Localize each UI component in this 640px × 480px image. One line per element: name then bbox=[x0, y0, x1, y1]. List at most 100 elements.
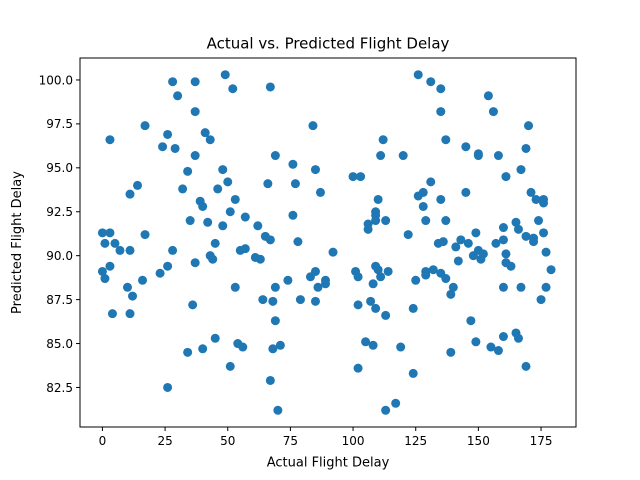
data-point bbox=[488, 107, 498, 117]
data-point bbox=[391, 398, 401, 408]
data-point bbox=[238, 342, 248, 352]
data-point bbox=[198, 344, 208, 354]
data-point bbox=[105, 135, 115, 145]
y-tick-label: 100.0 bbox=[39, 73, 73, 87]
data-point bbox=[205, 135, 215, 145]
data-point bbox=[526, 187, 536, 197]
data-point bbox=[363, 224, 373, 234]
data-point bbox=[501, 249, 511, 259]
data-point bbox=[240, 212, 250, 222]
data-point bbox=[158, 142, 168, 152]
data-point bbox=[268, 344, 278, 354]
data-point bbox=[381, 405, 391, 415]
data-point bbox=[381, 310, 391, 320]
data-point bbox=[446, 347, 456, 357]
y-tick-label: 92.5 bbox=[46, 205, 73, 219]
data-point bbox=[421, 216, 431, 226]
data-point bbox=[185, 216, 195, 226]
data-point bbox=[368, 279, 378, 289]
data-point bbox=[270, 282, 280, 292]
data-point bbox=[516, 282, 526, 292]
data-point bbox=[183, 347, 193, 357]
data-point bbox=[521, 143, 531, 153]
data-point bbox=[203, 217, 213, 227]
data-point bbox=[140, 230, 150, 240]
data-point bbox=[378, 135, 388, 145]
data-point bbox=[498, 223, 508, 233]
data-point bbox=[213, 184, 223, 194]
data-point bbox=[411, 275, 421, 285]
data-point bbox=[493, 346, 503, 356]
data-point bbox=[125, 245, 135, 255]
data-point bbox=[275, 340, 285, 350]
data-points bbox=[97, 70, 556, 415]
data-point bbox=[210, 333, 220, 343]
data-point bbox=[228, 84, 238, 94]
data-point bbox=[155, 268, 165, 278]
data-point bbox=[453, 256, 463, 266]
data-point bbox=[541, 282, 551, 292]
data-point bbox=[100, 238, 110, 248]
data-point bbox=[366, 296, 376, 306]
data-point bbox=[168, 77, 178, 87]
data-point bbox=[290, 179, 300, 189]
data-point bbox=[501, 172, 511, 182]
y-tick-label: 97.5 bbox=[46, 117, 73, 131]
data-point bbox=[371, 216, 381, 226]
data-point bbox=[230, 194, 240, 204]
data-point bbox=[511, 217, 521, 227]
data-point bbox=[253, 221, 263, 231]
data-point bbox=[190, 258, 200, 268]
data-point bbox=[471, 337, 481, 347]
data-point bbox=[273, 405, 283, 415]
data-point bbox=[376, 151, 386, 161]
data-point bbox=[371, 303, 381, 313]
data-point bbox=[376, 272, 386, 282]
chart-title: Actual vs. Predicted Flight Delay bbox=[207, 35, 450, 53]
data-point bbox=[225, 207, 235, 217]
x-tick-label: 50 bbox=[220, 434, 235, 448]
data-point bbox=[478, 249, 488, 259]
data-point bbox=[426, 77, 436, 87]
data-point bbox=[466, 316, 476, 326]
data-point bbox=[265, 82, 275, 92]
data-point bbox=[110, 238, 120, 248]
data-point bbox=[418, 201, 428, 211]
data-point bbox=[441, 135, 451, 145]
data-point bbox=[265, 235, 275, 245]
data-point bbox=[531, 194, 541, 204]
data-point bbox=[534, 216, 544, 226]
data-point bbox=[436, 107, 446, 117]
data-point bbox=[210, 238, 220, 248]
data-point bbox=[190, 77, 200, 87]
data-point bbox=[125, 309, 135, 319]
data-point bbox=[463, 238, 473, 248]
data-point bbox=[398, 151, 408, 161]
data-point bbox=[188, 300, 198, 310]
data-point bbox=[240, 244, 250, 254]
data-point bbox=[483, 91, 493, 101]
data-point bbox=[190, 107, 200, 117]
data-point bbox=[521, 231, 531, 241]
data-point bbox=[381, 216, 391, 226]
data-point bbox=[498, 235, 508, 245]
x-tick-label: 175 bbox=[530, 434, 553, 448]
data-point bbox=[122, 282, 132, 292]
data-point bbox=[451, 242, 461, 252]
y-tick-label: 85.0 bbox=[46, 337, 73, 351]
data-point bbox=[353, 272, 363, 282]
data-point bbox=[356, 172, 366, 182]
data-point bbox=[320, 279, 330, 289]
data-point bbox=[258, 295, 268, 305]
data-point bbox=[418, 187, 428, 197]
data-point bbox=[200, 128, 210, 138]
y-tick-label: 87.5 bbox=[46, 293, 73, 307]
data-point bbox=[178, 184, 188, 194]
data-point bbox=[529, 237, 539, 247]
data-point bbox=[396, 342, 406, 352]
y-tick-label: 90.0 bbox=[46, 249, 73, 263]
data-point bbox=[408, 368, 418, 378]
data-point bbox=[536, 295, 546, 305]
data-point bbox=[170, 143, 180, 153]
